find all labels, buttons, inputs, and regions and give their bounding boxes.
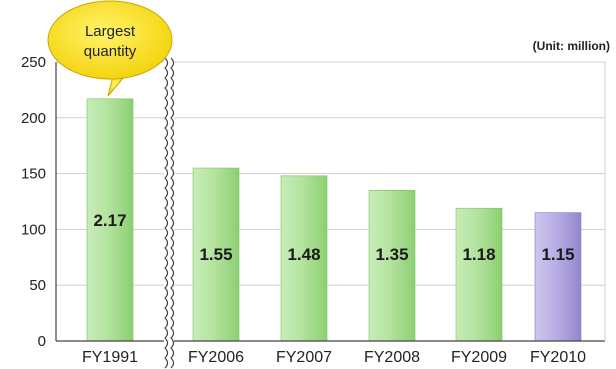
data-label-fy2009: 1.18	[462, 245, 495, 264]
bar-fy2010	[534, 212, 582, 342]
bar-fy1991	[86, 98, 134, 342]
x-axis-categories: FY1991 FY2006 FY2007 FY2008 FY2009 FY2010	[82, 349, 586, 366]
callout: Largest quantity	[47, 0, 173, 97]
bars	[86, 98, 582, 342]
bar-fy2007	[280, 175, 328, 342]
callout-line2: quantity	[84, 43, 137, 60]
x-tick-label-fy2010: FY2010	[530, 349, 586, 366]
unit-label: (Unit: million)	[533, 39, 610, 53]
data-label-fy2006: 1.55	[199, 245, 232, 264]
data-label-fy1991: 2.17	[93, 211, 126, 230]
data-label-fy2008: 1.35	[375, 245, 408, 264]
y-tick-label: 100	[21, 221, 46, 238]
bar-fy2009	[455, 207, 503, 342]
data-label-fy2010: 1.15	[541, 245, 574, 264]
axes	[55, 62, 606, 342]
x-tick-label-fy1991: FY1991	[82, 349, 138, 366]
bar-fy2008	[368, 190, 416, 342]
data-label-fy2007: 1.48	[287, 245, 320, 264]
break-line-left	[164, 57, 169, 369]
gridlines	[56, 61, 605, 286]
callout-bubble-body	[47, 0, 173, 80]
x-tick-label-fy2006: FY2006	[188, 349, 244, 366]
x-tick-label-fy2007: FY2007	[276, 349, 332, 366]
y-axis-ticks: 0 50 100 150 200 250	[21, 54, 46, 350]
break-line-right	[170, 57, 175, 369]
y-tick-label: 50	[29, 277, 46, 294]
axis-break	[164, 57, 175, 369]
y-tick-label: 0	[38, 333, 46, 350]
y-tick-label: 250	[21, 54, 46, 71]
break-gap	[164, 58, 174, 361]
x-tick-label-fy2008: FY2008	[364, 349, 420, 366]
x-tick-label-fy2009: FY2009	[451, 349, 507, 366]
callout-line1: Largest	[85, 23, 136, 40]
data-labels: 2.17 1.55 1.48 1.35 1.18 1.15	[93, 211, 574, 264]
y-tick-label: 200	[21, 110, 46, 127]
y-tick-label: 150	[21, 166, 46, 183]
